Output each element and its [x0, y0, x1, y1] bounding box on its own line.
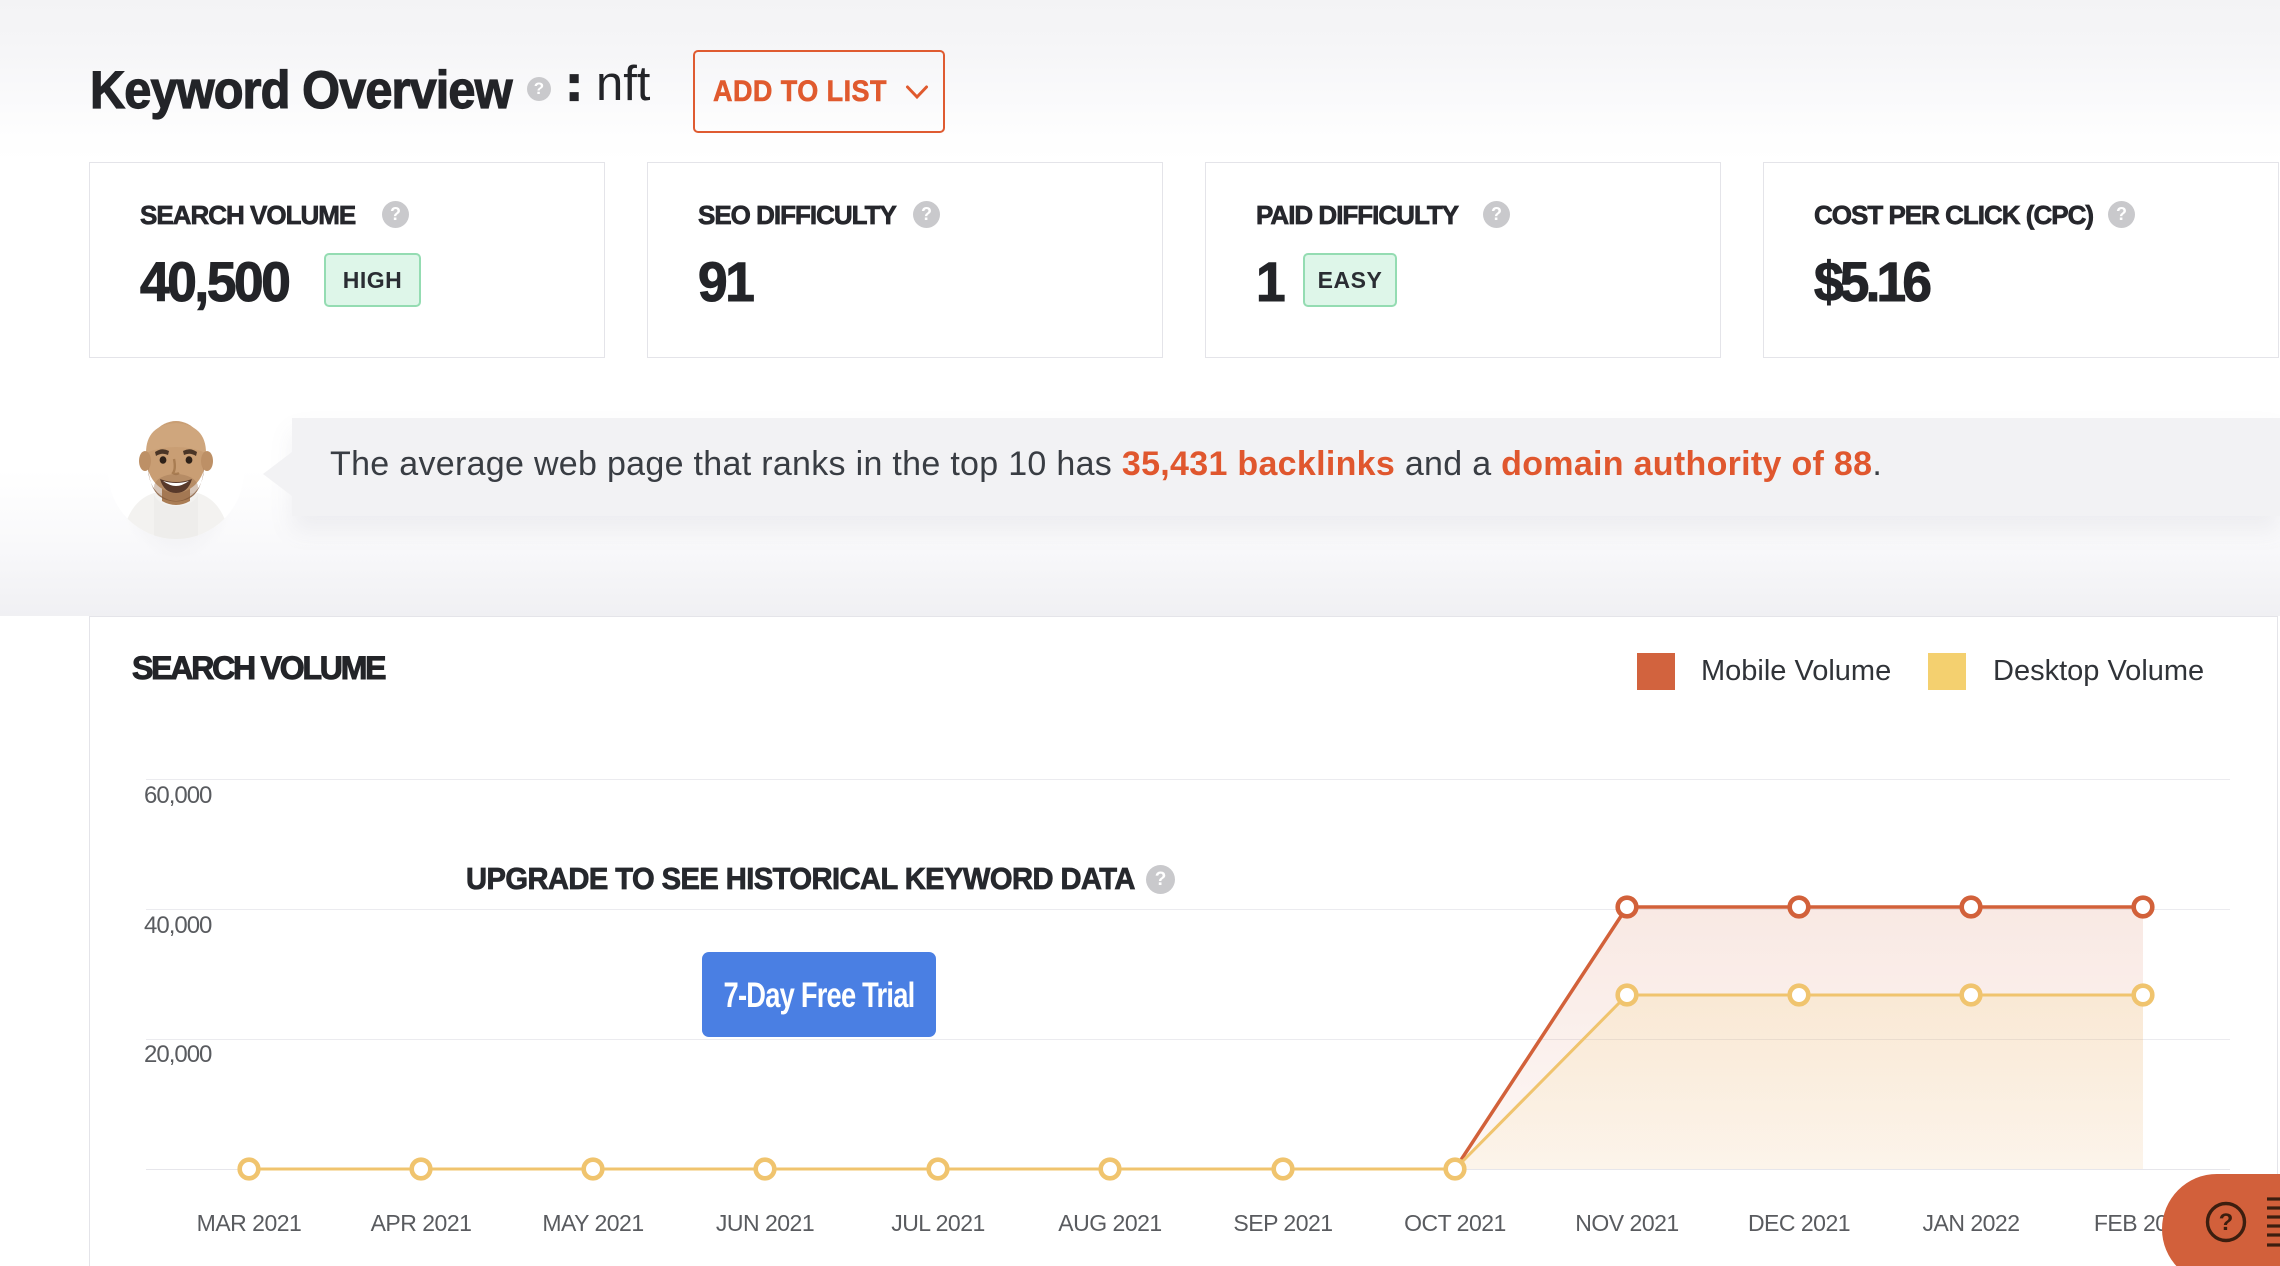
- svg-text:?: ?: [2219, 1209, 2234, 1236]
